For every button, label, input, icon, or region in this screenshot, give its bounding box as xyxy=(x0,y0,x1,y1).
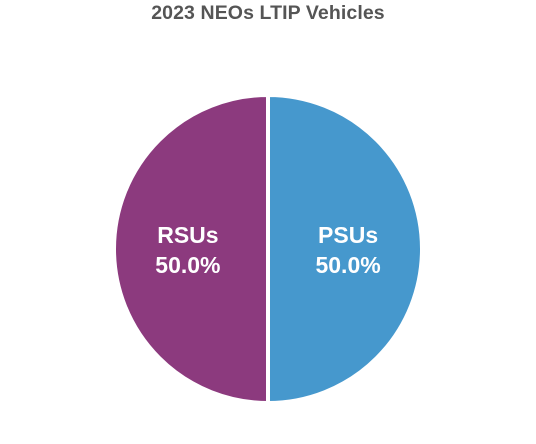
slice-label-psus: PSUs xyxy=(318,222,378,248)
slice-value-psus: 50.0% xyxy=(315,252,380,278)
pie-slices xyxy=(112,92,424,406)
pie-labels: PSUs 50.0% RSUs 50.0% xyxy=(155,222,380,278)
pie-slice-psus xyxy=(266,92,424,406)
pie-slice-rsus xyxy=(112,92,270,406)
slice-value-rsus: 50.0% xyxy=(155,252,220,278)
chart-title: 2023 NEOs LTIP Vehicles xyxy=(151,2,385,24)
slice-label-rsus: RSUs xyxy=(157,222,218,248)
